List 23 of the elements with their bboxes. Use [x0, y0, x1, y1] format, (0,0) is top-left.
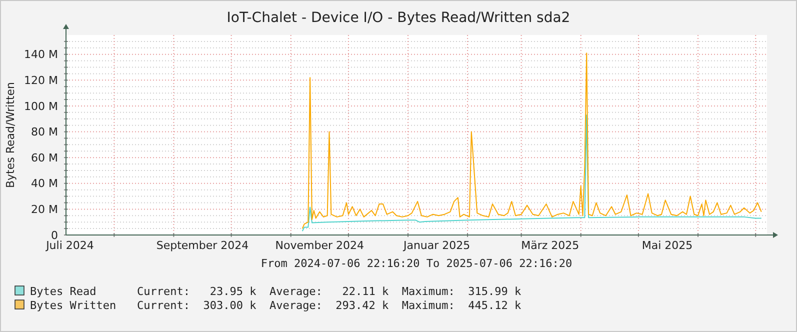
line-series — [302, 52, 762, 230]
chart-title: IoT-Chalet - Device I/O - Bytes Read/Written sda2 — [226, 10, 570, 26]
line-series — [302, 114, 762, 232]
x-tick-label: November 2024 — [275, 239, 364, 252]
x-tick-label: März 2025 — [521, 239, 580, 252]
legend-label: Bytes Written — [30, 299, 116, 312]
x-tick-label: September 2024 — [156, 239, 249, 252]
y-tick-label: 40 M — [31, 177, 58, 190]
y-tick-label: 80 M — [31, 126, 58, 139]
x-tick-label: Mai 2025 — [642, 239, 693, 252]
legend-label: Bytes Read — [30, 285, 96, 298]
y-axis-title: Bytes Read/Written — [4, 82, 17, 188]
y-tick-label: 60 M — [31, 151, 58, 164]
y-tick-label: 100 M — [24, 100, 58, 113]
text: Current: 303.00 k Average: 293.42 k Maximum: 445.12 k — [137, 299, 522, 312]
y-tick-label: 0 — [51, 228, 58, 242]
text: From 2024-07-06 22:16:20 To 2025-07-06 22:16:20 — [260, 257, 572, 270]
x-tick-label: Juli 2024 — [45, 239, 94, 252]
text: Current: 23.95 k Average: 22.11 k Maximum: 315.99 k — [137, 285, 522, 298]
x-tick-label: Januar 2025 — [402, 239, 470, 252]
y-tick-label: 120 M — [24, 74, 58, 88]
y-tick-label: 20 M — [31, 203, 58, 216]
y-tick-label: 140 M — [24, 48, 58, 62]
